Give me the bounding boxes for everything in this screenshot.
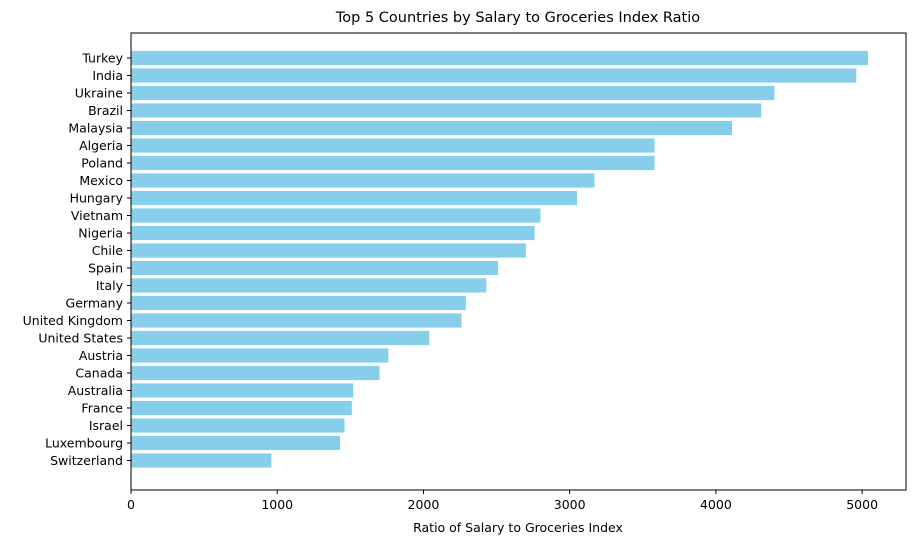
x-tick-label: 1000 — [261, 497, 293, 512]
bars-group — [131, 50, 868, 468]
y-tick-label: Chile — [92, 243, 124, 258]
bar-poland — [131, 155, 655, 171]
y-tick-label: Hungary — [70, 191, 124, 206]
y-tick-label: India — [92, 68, 123, 83]
y-tick-label: Israel — [89, 418, 123, 433]
bar-france — [131, 400, 352, 416]
y-tick-label: United Kingdom — [23, 313, 123, 328]
bar-italy — [131, 278, 487, 293]
bar-mexico — [131, 173, 595, 188]
bar-spain — [131, 260, 499, 276]
bar-united-states — [131, 330, 430, 346]
y-tick-label: Italy — [96, 278, 124, 293]
y-tick-label: Germany — [66, 296, 124, 311]
bar-canada — [131, 365, 380, 381]
y-tick-label: Luxembourg — [45, 436, 123, 451]
chart-title: Top 5 Countries by Salary to Groceries I… — [335, 10, 700, 26]
bar-nigeria — [131, 225, 535, 241]
y-tick-label: United States — [38, 331, 123, 346]
y-tick-label: Turkey — [81, 51, 123, 66]
y-tick-label: Austria — [79, 348, 123, 363]
plot-frame — [130, 32, 907, 491]
x-tick-label: 4000 — [700, 497, 732, 512]
y-tick-label: Algeria — [79, 138, 123, 153]
y-tick-label: Canada — [75, 366, 123, 381]
bar-luxembourg — [131, 435, 341, 451]
bar-india — [131, 68, 857, 83]
y-tick-label: Switzerland — [50, 453, 123, 468]
y-tick-label: Australia — [68, 383, 123, 398]
y-tick-label: Ukraine — [75, 86, 124, 101]
bar-israel — [131, 418, 345, 433]
y-tick-label: Vietnam — [71, 208, 123, 223]
bar-chile — [131, 243, 526, 258]
x-axis-label: Ratio of Salary to Groceries Index — [413, 520, 623, 535]
y-tick-label: Nigeria — [78, 226, 123, 241]
y-tick-label: Malaysia — [68, 121, 123, 136]
x-tick-label: 3000 — [554, 497, 586, 512]
x-tick-label: 5000 — [846, 497, 878, 512]
bar-vietnam — [131, 208, 541, 223]
y-tick-label: Poland — [81, 156, 123, 171]
bar-malaysia — [131, 120, 732, 136]
y-tick-label: Spain — [88, 261, 123, 276]
y-axis-ticks: Turkey India Ukraine Brazil Malaysia Algeria P… — [23, 51, 131, 468]
y-tick-label: France — [81, 401, 123, 416]
bar-austria — [131, 348, 389, 363]
bar-australia — [131, 383, 354, 398]
bar-united-kingdom — [131, 313, 462, 328]
bar-switzerland — [131, 453, 272, 468]
x-axis-ticks: 0 1000 2000 3000 4000 5000 — [127, 490, 878, 512]
y-tick-label: Brazil — [88, 103, 123, 118]
x-tick-label: 0 — [127, 497, 135, 512]
bar-brazil — [131, 103, 762, 118]
bar-hungary — [131, 190, 577, 206]
y-tick-label: Mexico — [79, 173, 123, 188]
bar-turkey — [131, 50, 868, 66]
bar-algeria — [131, 138, 655, 153]
x-tick-label: 2000 — [408, 497, 440, 512]
bar-ukraine — [131, 85, 775, 101]
bar-germany — [131, 295, 466, 311]
